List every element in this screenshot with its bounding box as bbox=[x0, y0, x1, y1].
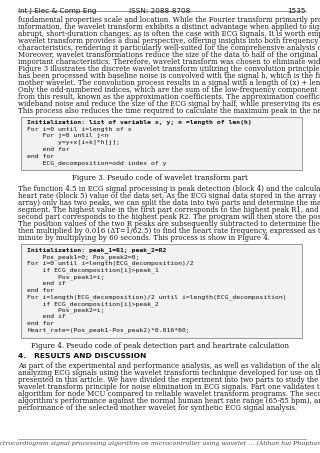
Text: ECG_decomposition=odd index of y: ECG_decomposition=odd index of y bbox=[27, 160, 167, 166]
Text: y=y+x[i+k]*h[j];: y=y+x[i+k]*h[j]; bbox=[27, 140, 120, 145]
Text: segment. The highest value in the first part corresponds to the highest peak R1,: segment. The highest value in the first … bbox=[18, 207, 320, 214]
Text: minute by multiplying by 60 seconds. This process is show in Figure 4.: minute by multiplying by 60 seconds. Thi… bbox=[18, 235, 270, 242]
Text: important characteristics. Therefore, wavelet transform was chosen to eliminate : important characteristics. Therefore, wa… bbox=[18, 58, 320, 66]
Text: end for: end for bbox=[27, 154, 54, 159]
Text: end if: end if bbox=[27, 314, 66, 319]
Text: Pos_peak2=i;: Pos_peak2=i; bbox=[27, 308, 105, 313]
FancyBboxPatch shape bbox=[21, 117, 302, 170]
Text: end for: end for bbox=[27, 147, 70, 152]
Text: if ECG_decomposition[i]>peak_1: if ECG_decomposition[i]>peak_1 bbox=[27, 267, 159, 273]
Text: end if: end if bbox=[27, 281, 66, 286]
Text: This process also reduces the time required to calculate the maximum peak in the: This process also reduces the time requi… bbox=[18, 107, 320, 115]
Text: array) only has two peaks, we can split the data into two parts and determine th: array) only has two peaks, we can split … bbox=[18, 199, 320, 207]
Text: second part corresponds to the highest peak R2. The program will then store the : second part corresponds to the highest p… bbox=[18, 213, 320, 222]
Text: then multiplied by 0.016 (ΔT=1/62.5) to find the heart rate frequency, expressed: then multiplied by 0.016 (ΔT=1/62.5) to … bbox=[18, 227, 320, 236]
FancyBboxPatch shape bbox=[21, 244, 302, 337]
Text: Int J Elec & Comp Eng: Int J Elec & Comp Eng bbox=[18, 8, 96, 14]
Text: The position values of the two R peaks are subsequently subtracted to determine : The position values of the two R peaks a… bbox=[18, 221, 320, 228]
Text: characteristics, rendering it particularly well-suited for the comprehensive ana: characteristics, rendering it particular… bbox=[18, 44, 320, 52]
Text: information, the wavelet transform exhibits a distinct advantage when applied to: information, the wavelet transform exhib… bbox=[18, 23, 320, 31]
Text: For i=0 until i=length(ECG_decomposition)/2: For i=0 until i=length(ECG_decomposition… bbox=[27, 261, 194, 266]
Text: wideband noise and reduce the size of the ECG signal by half, while preserving i: wideband noise and reduce the size of th… bbox=[18, 100, 320, 108]
Text: wavelet transform provides a dual perspective, offering insights into both frequ: wavelet transform provides a dual perspe… bbox=[18, 37, 320, 45]
Text: As part of the experimental and performance analysis, as well as validation of t: As part of the experimental and performa… bbox=[18, 362, 320, 370]
Text: The function 4.5 in ECG signal processing is peak detection (block 4) and the ca: The function 4.5 in ECG signal processin… bbox=[18, 185, 320, 193]
Text: Initialization: list of variable x, y; n =length of len(h): Initialization: list of variable x, y; n… bbox=[27, 120, 252, 125]
Text: if ECG_decomposition[i]>peak_2: if ECG_decomposition[i]>peak_2 bbox=[27, 301, 159, 307]
Text: Moreover, wavelet transformations reduce the size of the data to half of the ori: Moreover, wavelet transformations reduce… bbox=[18, 51, 320, 59]
Text: Electrocardiogram signal processing algorithm on microcontroller using wavelet …: Electrocardiogram signal processing algo… bbox=[0, 441, 320, 447]
Text: algorithm for node MCU compared to reliable wavelet transform programs. The seco: algorithm for node MCU compared to relia… bbox=[18, 390, 320, 398]
Text: analyzing ECG signals using the wavelet transform technique developed for use on: analyzing ECG signals using the wavelet … bbox=[18, 369, 320, 377]
Text: heart rate (block 5) value of the data set. As the ECG signal data stored in the: heart rate (block 5) value of the data s… bbox=[18, 193, 320, 200]
Text: ISSN: 2088-8708: ISSN: 2088-8708 bbox=[129, 8, 191, 14]
Text: mother wavelet. The convolution process results in a signal with a length of (x): mother wavelet. The convolution process … bbox=[18, 79, 320, 87]
Text: 4.   RESULTS AND DISCUSSION: 4. RESULTS AND DISCUSSION bbox=[18, 353, 146, 359]
Text: end for: end for bbox=[27, 321, 54, 326]
Text: has been processed with baseline noise is convolved with the signal h, which is : has been processed with baseline noise i… bbox=[18, 72, 320, 80]
Text: wavelet transform principle for noise elimination in ECG signals. Part one valid: wavelet transform principle for noise el… bbox=[18, 383, 320, 391]
Text: performance of the selected mother wavelet for synthetic ECG signal analysis.: performance of the selected mother wavel… bbox=[18, 404, 297, 412]
Text: Pos_peak1=0; Pos_peak2=0;: Pos_peak1=0; Pos_peak2=0; bbox=[27, 254, 140, 260]
Text: presented in this article. We have divided the experiment into two parts to stud: presented in this article. We have divid… bbox=[18, 376, 320, 384]
Text: abrupt, short-duration changes, as is often the case with ECG signals. It is wor: abrupt, short-duration changes, as is of… bbox=[18, 30, 320, 38]
Text: Initialization: peak_1=R1; peak_2=R2: Initialization: peak_1=R1; peak_2=R2 bbox=[27, 247, 167, 253]
Text: algorithm's performance against the normal human heart rate range (65-85 bpm), a: algorithm's performance against the norm… bbox=[18, 397, 320, 405]
Text: Heart_rate=(Pos_peak1-Pos_peak2)*0.016*60;: Heart_rate=(Pos_peak1-Pos_peak2)*0.016*6… bbox=[27, 328, 190, 333]
Text: from this result, known as the approximation coefficients. The approximation coe: from this result, known as the approxima… bbox=[18, 93, 320, 101]
Text: 1535: 1535 bbox=[287, 8, 306, 14]
Text: For j=0 until j<n: For j=0 until j<n bbox=[27, 134, 108, 139]
Text: fundamental properties scale and location. While the Fourier transform primarily: fundamental properties scale and locatio… bbox=[18, 16, 320, 24]
Text: end for: end for bbox=[27, 288, 54, 293]
Text: Figure 4. Pseudo code of peak detection part and heartrate calculation: Figure 4. Pseudo code of peak detection … bbox=[31, 342, 289, 350]
Text: For i=length(ECG_decomposition)/2 until i=length(ECG_decomposition): For i=length(ECG_decomposition)/2 until … bbox=[27, 294, 287, 300]
Text: Only the odd-numbered indices, which are the sum of the low-frequency component : Only the odd-numbered indices, which are… bbox=[18, 86, 320, 94]
Text: Figure 3. Pseudo code of wavelet transform part: Figure 3. Pseudo code of wavelet transfo… bbox=[72, 174, 248, 182]
Text: Pos_peak1=i;: Pos_peak1=i; bbox=[27, 274, 105, 280]
Text: Figure 3 illustrates the discrete wavelet transform utilizing the convolution pr: Figure 3 illustrates the discrete wavele… bbox=[18, 65, 320, 73]
Text: For i=0 until i=length of x: For i=0 until i=length of x bbox=[27, 127, 132, 132]
